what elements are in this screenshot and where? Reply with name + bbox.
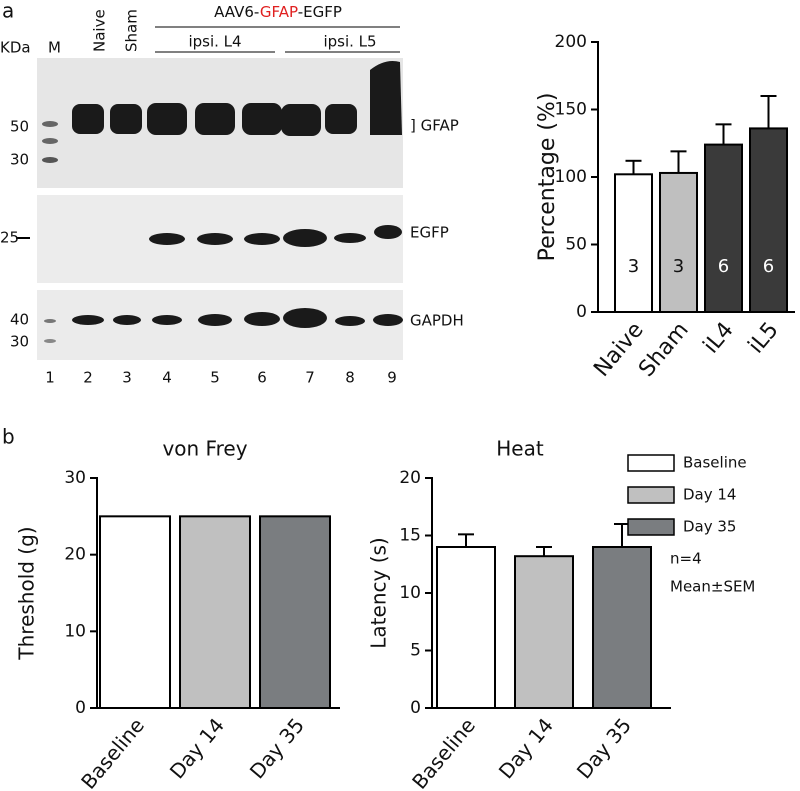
- band-label: EGFP: [410, 224, 449, 242]
- annotation: n=4: [670, 550, 702, 568]
- y-tick-label: 15: [399, 526, 421, 546]
- y-tick-label: 30: [64, 468, 86, 488]
- construct-part: AAV6-: [214, 3, 260, 21]
- bar-label: 3: [673, 256, 684, 277]
- y-tick-label: 0: [410, 698, 421, 718]
- y-tick-label: 5: [410, 641, 421, 661]
- bar-label: 3: [628, 256, 639, 277]
- x-tick-label: Day 14: [165, 713, 229, 783]
- lane-number: 3: [122, 369, 132, 387]
- panel-label: b: [2, 425, 15, 449]
- y-tick-label: 200: [555, 32, 587, 52]
- bar: [749, 127, 788, 313]
- legend-label: Day 35: [683, 518, 736, 536]
- y-tick-label: 150: [555, 100, 587, 120]
- x-tick-label: Day 35: [572, 713, 636, 783]
- marker-size: 40: [10, 311, 29, 329]
- bar: [259, 515, 331, 709]
- x-tick-label: Day 14: [494, 713, 558, 783]
- lane-number: 8: [345, 369, 355, 387]
- blot: KDa M Naive Sham AAV6-GFAP-EGFP ipsi. L4…: [0, 3, 464, 360]
- panel-label: a: [2, 0, 14, 23]
- construct-part: GFAP: [260, 3, 298, 21]
- lane-number: 6: [257, 369, 267, 387]
- y-tick-label: 50: [565, 235, 587, 255]
- band-label: ] GFAP: [410, 117, 459, 135]
- x-tick-label: iL5: [744, 318, 784, 359]
- lane-number: 1: [45, 369, 55, 387]
- x-tick-label: Baseline: [407, 713, 480, 791]
- bar: [659, 171, 698, 313]
- x-tick-label: Sham: [634, 318, 694, 382]
- group-label: ipsi. L4: [188, 33, 241, 51]
- x-tick-label: Baseline: [76, 713, 149, 791]
- y-axis-label: Threshold (g): [15, 526, 39, 660]
- lane-number: 2: [83, 369, 93, 387]
- lane-label: Sham: [123, 9, 141, 52]
- legend-swatch: [627, 486, 675, 504]
- lane-number: 4: [162, 369, 172, 387]
- bar: [704, 143, 743, 313]
- y-tick-label: 20: [399, 468, 421, 488]
- annotation: Mean±SEM: [670, 578, 755, 596]
- y-tick-label: 0: [75, 698, 86, 718]
- lane-number: 7: [305, 369, 315, 387]
- bar-label: 6: [718, 256, 729, 277]
- y-tick-label: 10: [399, 583, 421, 603]
- y-axis-label: Latency (s): [367, 537, 391, 648]
- lane-number: 5: [210, 369, 220, 387]
- marker-size: 50: [10, 118, 29, 136]
- y-tick-label: 10: [64, 621, 86, 641]
- y-tick-label: 100: [555, 167, 587, 187]
- bar: [99, 515, 171, 709]
- x-tick-label: Naive: [589, 318, 648, 382]
- chart-title: Heat: [496, 437, 544, 461]
- legend-swatch: [627, 518, 675, 536]
- chart-title: von Frey: [162, 437, 247, 461]
- bar: [614, 173, 653, 313]
- kda-label: KDa: [0, 39, 31, 57]
- marker-size: 30: [10, 151, 29, 169]
- marker-size: 30: [10, 333, 29, 351]
- construct-part: -EGFP: [298, 3, 342, 21]
- lane-number: 9: [387, 369, 397, 387]
- bar: [436, 546, 496, 709]
- bar-label: 6: [763, 256, 774, 277]
- y-tick-label: 0: [576, 302, 587, 322]
- x-tick-label: iL4: [699, 318, 739, 359]
- bar: [179, 515, 251, 709]
- marker-size: 25: [0, 229, 19, 247]
- bar: [592, 546, 652, 709]
- lane-label: Naive: [91, 9, 109, 52]
- construct: AAV6-GFAP-EGFP: [214, 3, 342, 21]
- y-tick-label: 20: [64, 545, 86, 565]
- legend-swatch: [627, 454, 675, 472]
- band-label: GAPDH: [410, 312, 464, 330]
- y-axis-label: Percentage (%): [535, 93, 560, 262]
- bar: [514, 555, 574, 710]
- x-tick-label: Day 35: [245, 713, 309, 783]
- legend-label: Baseline: [683, 454, 747, 472]
- marker-label: M: [48, 39, 61, 57]
- legend-label: Day 14: [683, 486, 736, 504]
- group-label: ipsi. L5: [323, 33, 376, 51]
